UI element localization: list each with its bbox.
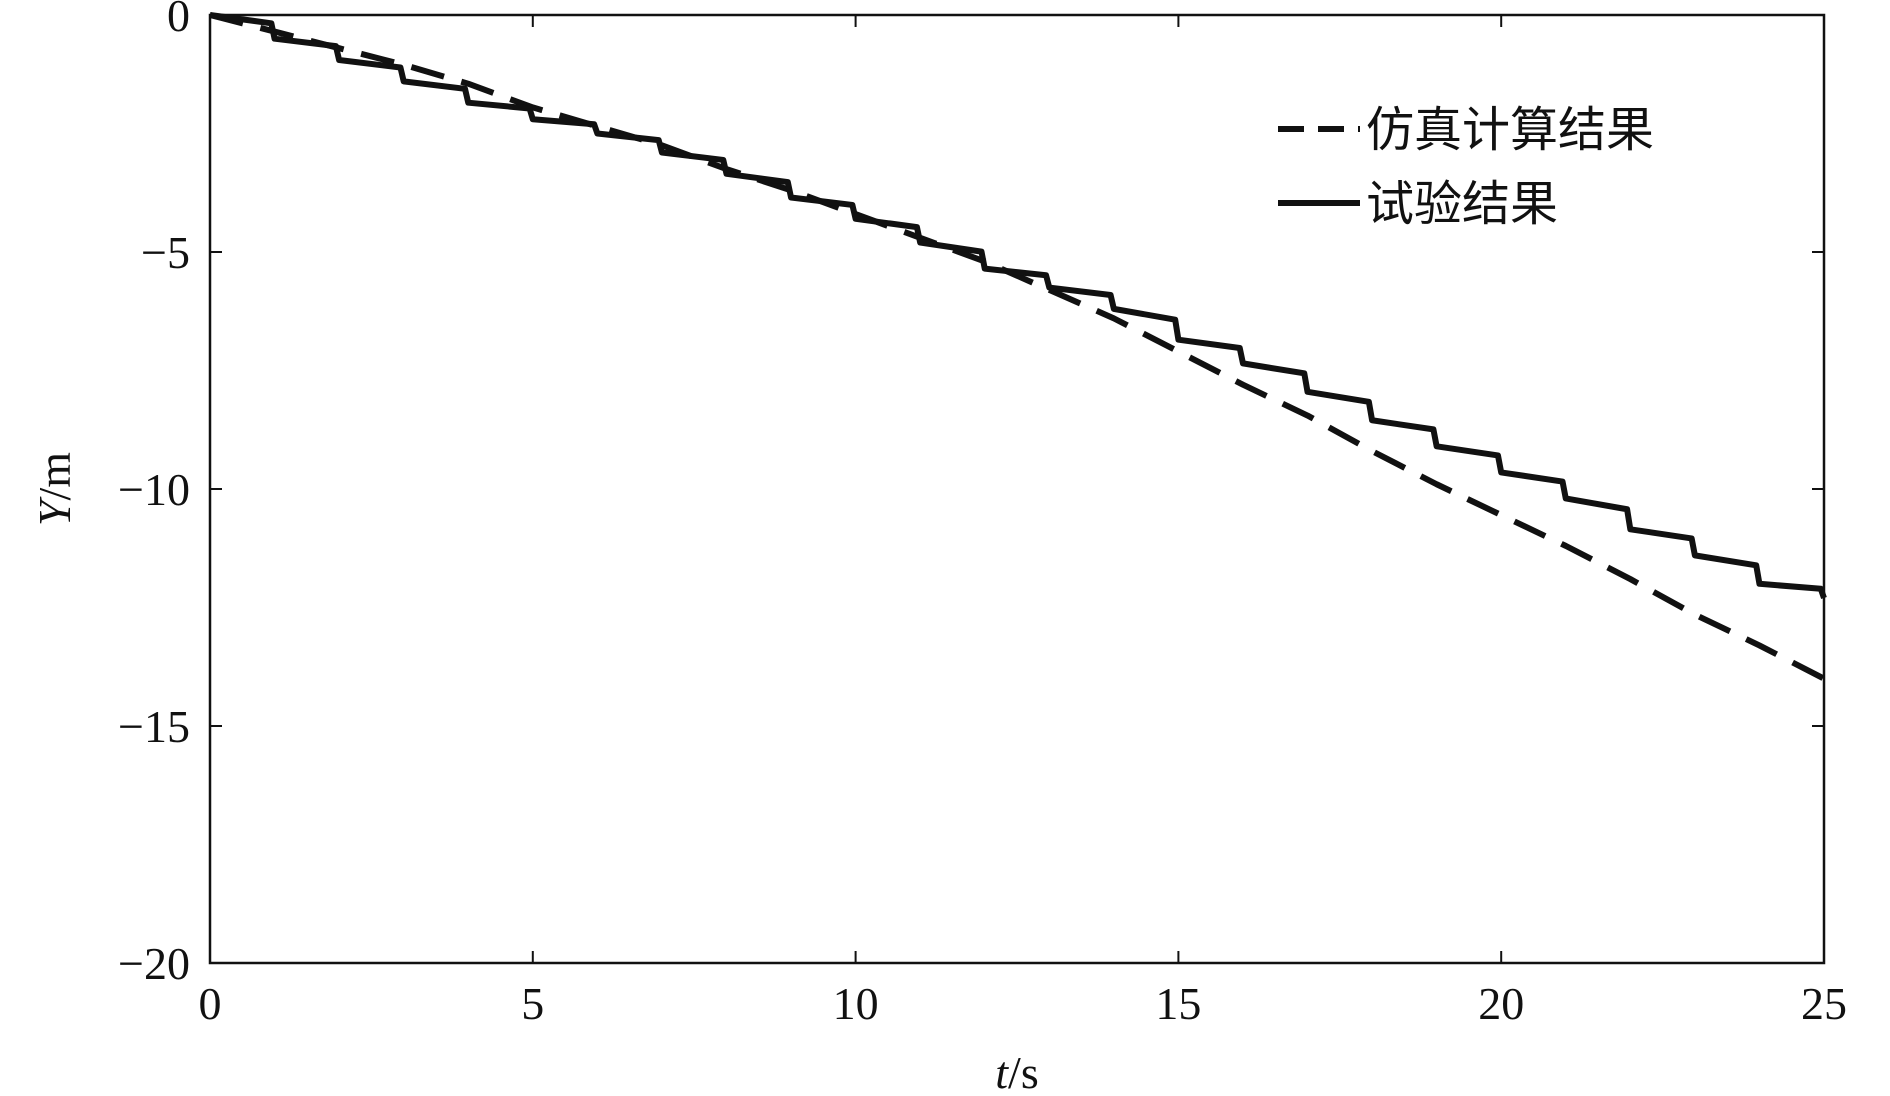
y-tick-label: −5 [141,227,190,278]
tick-labels: 0 5 10 15 20 25 0 −5 −10 −15 −20 [118,0,1847,1029]
y-tick-label: −15 [118,701,190,752]
plot-area [208,13,1826,965]
x-tick-label: 25 [1801,978,1847,1029]
x-axis-label-unit: /s [1008,1047,1039,1096]
x-tick-label: 15 [1155,978,1201,1029]
y-axis-label-variable: Y [29,496,80,526]
legend-label-simulation: 仿真计算结果 [1366,102,1654,158]
x-tick-label: 0 [199,978,222,1029]
x-axis-label: t/s [995,1047,1038,1096]
series-line-simulation [209,12,1826,682]
series-lines [209,12,1827,682]
y-axis-label: Y/m [29,452,80,526]
x-tick-label: 5 [521,978,544,1029]
y-tick-label: −10 [118,464,190,515]
y-tick-label: −20 [118,938,190,989]
series-line-experiment [209,12,1827,600]
x-axis-label-variable: t [995,1047,1009,1096]
y-axis-label-unit: /m [29,452,80,501]
legend-label-experiment: 试验结果 [1366,176,1558,232]
legend: 仿真计算结果 试验结果 [1278,102,1654,232]
x-tick-label: 10 [833,978,879,1029]
x-tick-label: 20 [1478,978,1524,1029]
y-tick-label: 0 [167,0,190,41]
tick-marks [209,14,1825,964]
